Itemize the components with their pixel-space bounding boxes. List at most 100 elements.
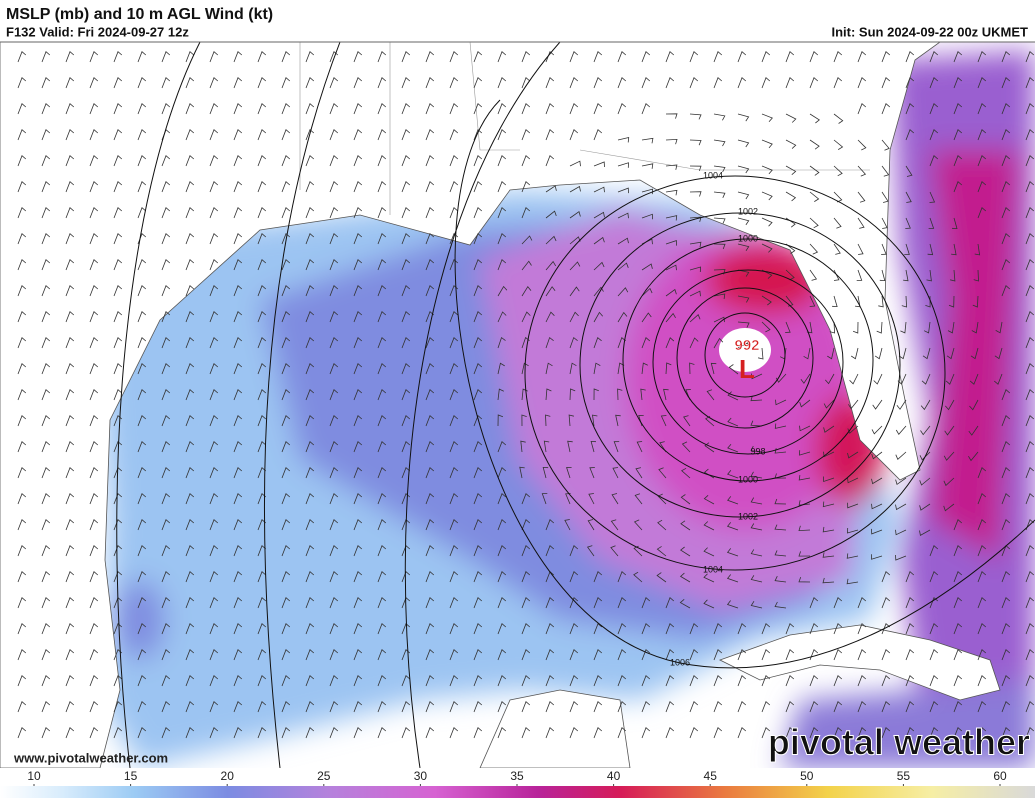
wind-barb [137, 467, 147, 479]
wind-barb [17, 389, 27, 401]
wind-barb [425, 103, 435, 115]
wind-barb [809, 727, 819, 739]
wind-barb [545, 649, 555, 661]
wind-barb [137, 597, 147, 609]
colorbar-ticks: 10 15 20 25 30 35 40 45 50 55 60 [27, 769, 1007, 786]
wind-barb [953, 77, 963, 89]
wind-barb [785, 675, 795, 687]
wind-barb [353, 389, 363, 401]
wind-barb [257, 415, 267, 427]
wind-barb [329, 77, 339, 89]
wind-barb [593, 129, 603, 141]
wind-barb [857, 623, 867, 635]
wind-barb [233, 129, 243, 141]
wind-barb [856, 269, 863, 281]
wind-barb [665, 623, 675, 635]
wind-barb [377, 675, 387, 687]
wind-barb [233, 467, 243, 479]
wind-barb [798, 525, 811, 532]
wind-barb [305, 51, 315, 63]
wind-barb [17, 51, 27, 63]
wind-barb [257, 155, 267, 167]
wind-barb [377, 155, 387, 167]
wind-barb [497, 233, 507, 245]
wind-barb [1025, 259, 1035, 271]
wind-barb [569, 336, 578, 349]
wind-barb [1025, 363, 1035, 375]
wind-barb [785, 77, 795, 89]
wind-barb [353, 623, 363, 635]
wind-barb [113, 701, 123, 713]
wind-barb [703, 521, 715, 531]
wind-barb [521, 103, 531, 115]
isobar-label: 998 [750, 446, 765, 456]
wind-barb [329, 727, 339, 739]
title: MSLP (mb) and 10 m AGL Wind (kt) [6, 6, 273, 23]
wind-barb [233, 337, 243, 349]
wind-barb [137, 51, 147, 63]
wind-barb [89, 363, 99, 375]
wind-barb [857, 243, 864, 255]
wind-barb [617, 623, 627, 635]
wind-barb [993, 373, 1003, 385]
wind-barb [833, 727, 843, 739]
wind-barb [953, 129, 963, 141]
wind-barb [281, 519, 291, 531]
wind-barb [257, 129, 267, 141]
wind-barb [774, 550, 787, 557]
wind-barb [113, 545, 123, 557]
wind-barb [920, 399, 931, 411]
wind-barb [137, 571, 147, 583]
wind-barb [545, 336, 554, 349]
wind-barb [209, 103, 219, 115]
wind-barb [281, 649, 291, 661]
wind-barb [617, 187, 629, 194]
wind-barb [329, 103, 339, 115]
wind-barb [257, 363, 267, 375]
wind-barb [737, 701, 747, 713]
wind-barb [473, 415, 483, 427]
wind-barb [737, 191, 750, 200]
wind-barb [353, 311, 363, 323]
wind-barb [543, 440, 550, 453]
wind-barb [727, 496, 739, 505]
wind-barb [257, 597, 267, 609]
wind-barb [449, 103, 459, 115]
wind-barb [545, 286, 556, 297]
wind-barb [89, 415, 99, 427]
wind-barb [798, 475, 811, 481]
wind-barb [281, 701, 291, 713]
wind-barb [161, 597, 171, 609]
wind-barb [847, 451, 859, 459]
wind-barb [113, 389, 123, 401]
wind-barb [353, 363, 363, 375]
wind-barb [1001, 181, 1011, 193]
wind-barb [113, 207, 123, 219]
wind-barb [929, 545, 939, 557]
wind-barb [377, 207, 387, 219]
wind-barb [113, 727, 123, 739]
wind-barb [857, 597, 867, 609]
wind-barb [825, 373, 835, 385]
wind-barb [569, 701, 579, 713]
wind-barb [113, 103, 123, 115]
wind-barb [17, 519, 27, 531]
wind-barb [799, 450, 811, 456]
wind-barb [353, 155, 363, 167]
wind-barb [928, 217, 935, 229]
wind-barb [41, 675, 51, 687]
wind-barb [233, 727, 243, 739]
wind-barb [977, 129, 987, 141]
wind-barb [17, 207, 27, 219]
wind-barb [41, 701, 51, 713]
wind-barb [137, 337, 147, 349]
wind-barb [281, 155, 291, 167]
colorbar-tick-label: 15 [124, 769, 138, 783]
wind-barb [775, 373, 787, 383]
wind-barb [569, 362, 577, 375]
website: www.pivotalweather.com [13, 750, 168, 765]
wind-barb [689, 165, 702, 172]
wind-barb [425, 545, 435, 557]
wind-barb [377, 727, 387, 739]
wind-barb [89, 493, 99, 505]
